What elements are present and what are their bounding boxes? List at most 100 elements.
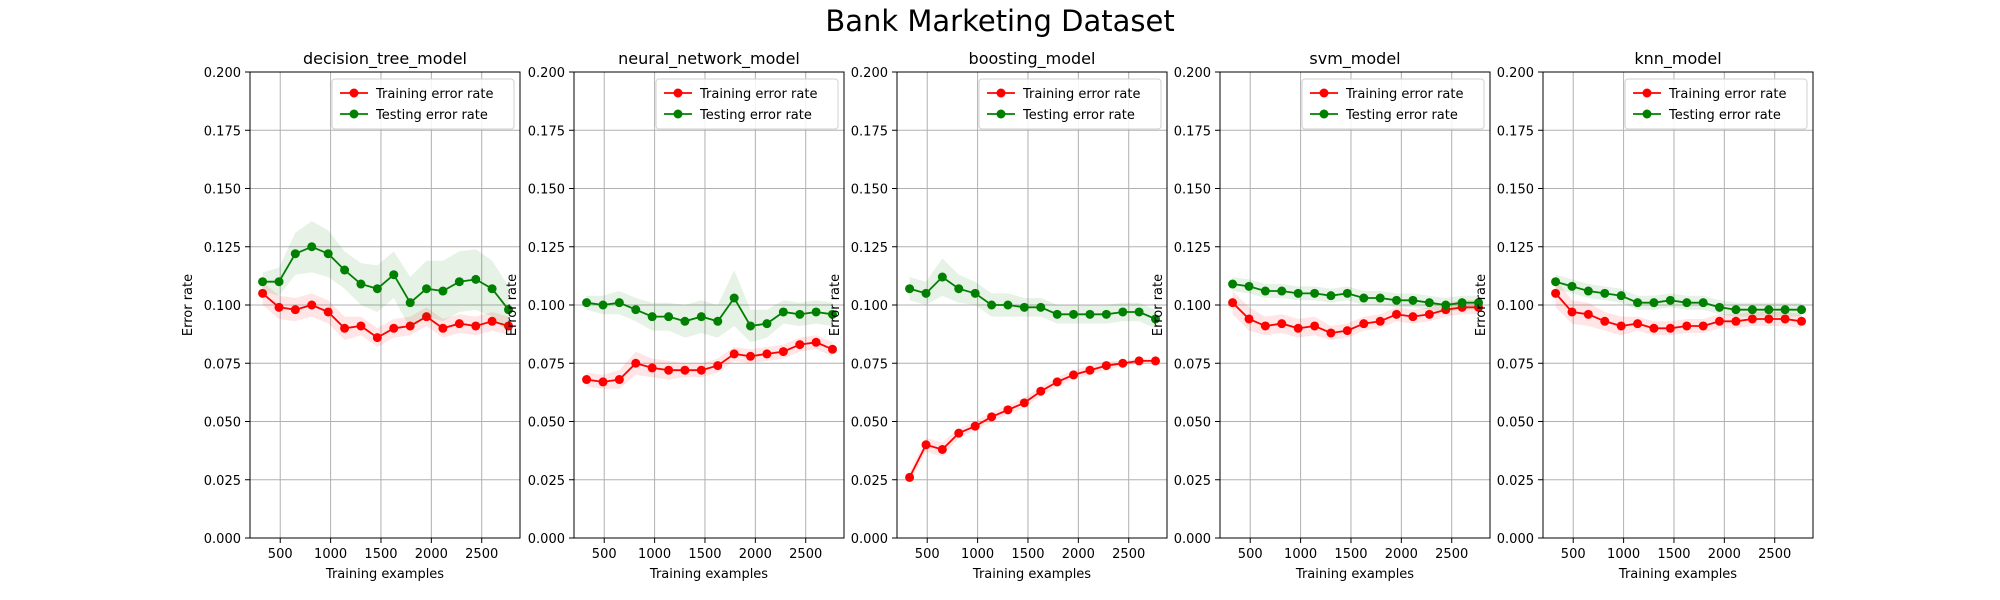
y-axis-label: Error rate	[1474, 274, 1489, 336]
x-tick-label: 2000	[1062, 547, 1095, 562]
x-tick-label: 1500	[688, 547, 721, 562]
data-point-testing	[729, 293, 739, 303]
data-point-training	[778, 347, 788, 357]
subplot-knn-model: 500 1000 1500 2000 2500 0.000 0.025 0.050 0.075 0…	[1474, 49, 1814, 582]
data-point-testing	[987, 300, 997, 310]
data-point-testing	[323, 249, 333, 259]
data-point-testing	[307, 242, 317, 252]
data-point-training	[937, 444, 947, 454]
series-line-training	[586, 341, 833, 383]
data-point-testing	[905, 284, 915, 294]
data-point-training	[1019, 398, 1029, 408]
subplot-title: neural_network_model	[618, 49, 800, 69]
y-tick-label: 0.100	[851, 299, 888, 314]
x-tick-label: 500	[592, 547, 617, 562]
series-line-training	[1554, 292, 1802, 330]
data-point-training	[1731, 316, 1741, 326]
data-point-training	[954, 428, 964, 438]
data-point-testing	[1715, 302, 1725, 312]
y-axis-label: Error rate	[181, 274, 196, 336]
data-point-training	[422, 312, 432, 322]
data-point-testing	[631, 305, 641, 315]
legend-swatch-marker	[1319, 109, 1329, 119]
data-point-training	[1277, 319, 1287, 329]
legend-entry-label: Training error rate	[1668, 87, 1786, 102]
data-point-training	[504, 321, 514, 331]
data-point-testing	[454, 277, 464, 287]
x-tick-label: 2000	[1385, 547, 1418, 562]
x-tick-label: 1000	[1607, 547, 1640, 562]
data-point-training	[1764, 314, 1774, 324]
data-point-training	[905, 472, 915, 482]
legend-box	[331, 78, 515, 130]
data-point-testing	[290, 249, 300, 259]
data-point-testing	[1277, 286, 1287, 296]
subplot-title: knn_model	[1634, 49, 1721, 69]
legend-swatch-marker	[673, 109, 683, 119]
data-point-training	[664, 365, 674, 375]
x-tick-label: 1500	[1657, 547, 1690, 562]
data-point-testing	[664, 312, 674, 322]
y-tick-label: 0.150	[1497, 183, 1534, 198]
data-point-testing	[598, 300, 608, 310]
data-point-training	[323, 307, 333, 317]
x-tick-label: 500	[1561, 547, 1586, 562]
series-line-testing	[262, 245, 510, 311]
legend-swatch-marker	[673, 88, 683, 98]
data-point-training	[471, 321, 481, 331]
subplot-title: boosting_model	[969, 49, 1096, 69]
legend-entry-label: Testing error rate	[1668, 108, 1781, 123]
data-point-testing	[1797, 305, 1807, 315]
data-point-testing	[356, 279, 366, 289]
data-point-training	[1698, 321, 1708, 331]
legend: Training error rate Testing error rate	[1301, 78, 1485, 130]
std-band-training	[262, 281, 509, 347]
data-point-training	[811, 337, 821, 347]
x-tick-label: 1500	[1011, 547, 1044, 562]
y-tick-label: 0.050	[204, 416, 241, 431]
y-tick-label: 0.050	[528, 416, 565, 431]
data-point-training	[340, 323, 350, 333]
data-point-testing	[696, 312, 706, 322]
data-point-testing	[582, 298, 592, 308]
data-point-testing	[1118, 307, 1128, 317]
x-axis-label: Training examples	[325, 567, 444, 582]
data-point-training	[438, 323, 448, 333]
data-point-testing	[1567, 281, 1577, 291]
data-point-testing	[937, 272, 947, 282]
data-point-training	[1392, 309, 1402, 319]
data-point-training	[1151, 356, 1161, 366]
data-point-testing	[438, 286, 448, 296]
y-tick-label: 0.025	[1174, 474, 1211, 489]
subplot-decision-tree-model: 500 1000 1500 2000 2500 0.000 0.025 0.050 0.075 0…	[181, 49, 521, 582]
y-tick-label: 0.175	[851, 124, 888, 139]
std-band-training	[909, 358, 1156, 483]
data-point-testing	[1342, 288, 1352, 298]
y-tick-label: 0.100	[528, 299, 565, 314]
y-tick-label: 0.200	[1497, 66, 1534, 81]
data-point-testing	[647, 312, 657, 322]
legend: Training error rate Testing error rate	[331, 78, 515, 130]
data-point-training	[274, 302, 284, 312]
data-point-testing	[1134, 307, 1144, 317]
data-point-testing	[405, 298, 415, 308]
data-point-testing	[1228, 279, 1238, 289]
y-tick-label: 0.125	[1174, 241, 1211, 256]
data-point-training	[1424, 309, 1434, 319]
data-point-testing	[1019, 302, 1029, 312]
data-point-training	[680, 365, 690, 375]
y-tick-label: 0.075	[528, 357, 565, 372]
data-point-training	[1682, 321, 1692, 331]
y-tick-label: 0.150	[204, 183, 241, 198]
data-point-training	[454, 319, 464, 329]
series-line-testing	[1232, 283, 1479, 306]
y-tick-label: 0.100	[1497, 299, 1534, 314]
data-point-testing	[921, 288, 931, 298]
data-point-testing	[1616, 291, 1626, 301]
data-point-training	[258, 288, 268, 298]
figure-title: Bank Marketing Dataset	[825, 4, 1175, 38]
data-point-testing	[340, 265, 350, 275]
legend: Training error rate Testing error rate	[655, 78, 839, 130]
y-tick-label: 0.200	[528, 66, 565, 81]
x-tick-label: 1500	[364, 547, 397, 562]
